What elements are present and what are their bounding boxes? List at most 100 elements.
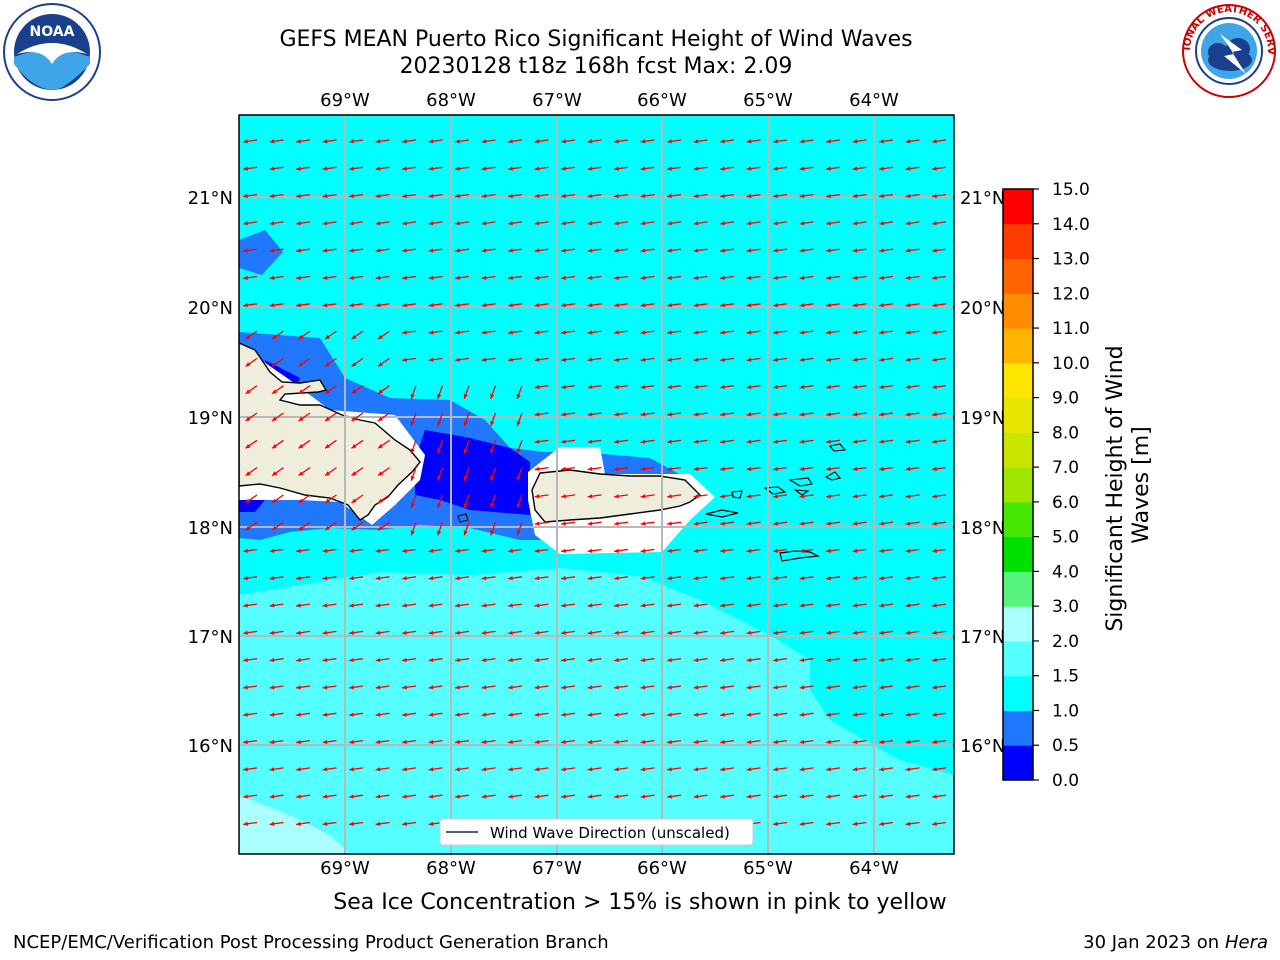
wave-arrow xyxy=(322,248,337,253)
wave-arrow xyxy=(534,575,549,581)
wave-arrow xyxy=(455,739,470,745)
wave-arrow xyxy=(455,575,470,581)
wave-arrow xyxy=(243,302,258,308)
wave-arrow xyxy=(932,412,947,417)
wave-arrow xyxy=(561,521,576,526)
wave-arrow xyxy=(720,494,735,499)
wave-arrow xyxy=(614,330,629,335)
lat-label-right: 21°N xyxy=(960,188,1005,209)
wave-arrow xyxy=(561,494,576,499)
colorbar-segment xyxy=(1003,362,1033,399)
wave-arrow xyxy=(614,357,629,362)
wave-arrow xyxy=(243,657,258,663)
wave-arrow xyxy=(879,302,894,308)
wave-arrow xyxy=(587,221,602,226)
wave-arrow xyxy=(826,412,841,417)
wave-arrow xyxy=(826,302,841,308)
wave-arrow xyxy=(534,767,549,772)
wave-arrow xyxy=(402,657,417,663)
wave-arrow xyxy=(799,548,814,553)
wave-arrow xyxy=(667,221,682,226)
wave-arrow xyxy=(720,248,735,253)
wave-arrow xyxy=(799,466,814,472)
wave-arrow xyxy=(243,139,258,144)
wave-arrow xyxy=(932,357,947,362)
wave-arrow xyxy=(402,821,417,826)
wave-arrow xyxy=(269,821,284,826)
wave-arrow xyxy=(508,275,523,280)
wave-arrow xyxy=(773,412,788,417)
wave-arrow xyxy=(852,739,867,745)
wave-arrow xyxy=(269,193,284,199)
footer-date-text: 30 Jan 2023 on xyxy=(1083,932,1225,953)
wave-arrow xyxy=(322,821,337,826)
wave-arrow xyxy=(322,221,337,226)
wave-arrow xyxy=(428,767,443,772)
wave-arrow xyxy=(693,193,708,199)
wave-arrow xyxy=(481,275,496,280)
colorbar-tick-label: 10.0 xyxy=(1052,354,1090,374)
wave-arrow xyxy=(667,248,682,253)
wave-arrow xyxy=(534,794,549,799)
footer-credit: NCEP/EMC/Verification Post Processing Pr… xyxy=(13,932,609,953)
wave-arrow xyxy=(296,630,311,635)
wave-arrow xyxy=(587,712,602,717)
wave-arrow xyxy=(561,330,576,335)
wave-arrow xyxy=(410,467,417,481)
colorbar-tick-label: 2.0 xyxy=(1052,632,1079,652)
wave-arrow xyxy=(746,466,761,472)
wave-arrow xyxy=(351,330,364,340)
wave-arrow xyxy=(905,767,920,772)
wave-arrow xyxy=(614,466,629,472)
wave-arrow xyxy=(773,685,788,690)
wave-arrow xyxy=(243,575,258,581)
wave-arrow xyxy=(324,357,337,367)
wave-arrow xyxy=(773,139,788,144)
wave-arrow xyxy=(322,712,337,717)
ocean-light-patch xyxy=(239,795,350,854)
wave-arrow xyxy=(773,767,788,772)
wave-arrow xyxy=(324,521,337,531)
wave-arrow xyxy=(351,494,364,504)
wave-arrow xyxy=(640,494,655,499)
wave-arrow xyxy=(746,521,761,526)
colorbar-segment xyxy=(1003,467,1033,503)
wave-arrow xyxy=(640,521,655,526)
wave-arrow xyxy=(245,467,258,477)
wave-arrow xyxy=(351,412,364,422)
ocean-mid-band xyxy=(239,568,954,854)
wave-arrow xyxy=(879,166,894,171)
wave-arrow xyxy=(428,712,443,717)
wave-arrow xyxy=(852,275,867,280)
wave-arrow xyxy=(905,466,920,472)
wave-arrow xyxy=(773,575,788,581)
wave-arrow xyxy=(587,575,602,581)
wave-arrow xyxy=(269,221,284,226)
wave-arrow xyxy=(516,521,523,536)
wave-arrow xyxy=(243,712,258,717)
wave-arrow xyxy=(746,275,761,280)
wave-arrow xyxy=(746,166,761,171)
wave-arrow xyxy=(640,330,655,335)
wave-arrow xyxy=(852,248,867,253)
colorbar-segment xyxy=(1003,710,1033,746)
title-line-1: GEFS MEAN Puerto Rico Significant Height… xyxy=(279,27,913,52)
wave-arrow xyxy=(720,302,735,308)
wave-arrow xyxy=(667,166,682,171)
wave-arrow xyxy=(826,248,841,253)
wave-arrow xyxy=(561,439,576,444)
wave-arrow xyxy=(324,494,337,504)
wave-arrow xyxy=(410,440,417,454)
wave-arrow xyxy=(428,603,443,608)
wave-arrow xyxy=(402,794,417,799)
wave-arrow xyxy=(879,330,894,335)
wave-arrow xyxy=(269,548,284,553)
wave-arrow xyxy=(693,466,708,472)
wave-arrow xyxy=(349,712,364,717)
wave-arrow xyxy=(534,685,549,690)
wave-arrow xyxy=(746,685,761,690)
deep-core xyxy=(415,430,530,515)
lat-label-left: 17°N xyxy=(188,627,233,648)
lon-label-bottom: 66°W xyxy=(637,858,687,879)
footer-host: Hera xyxy=(1224,932,1268,953)
